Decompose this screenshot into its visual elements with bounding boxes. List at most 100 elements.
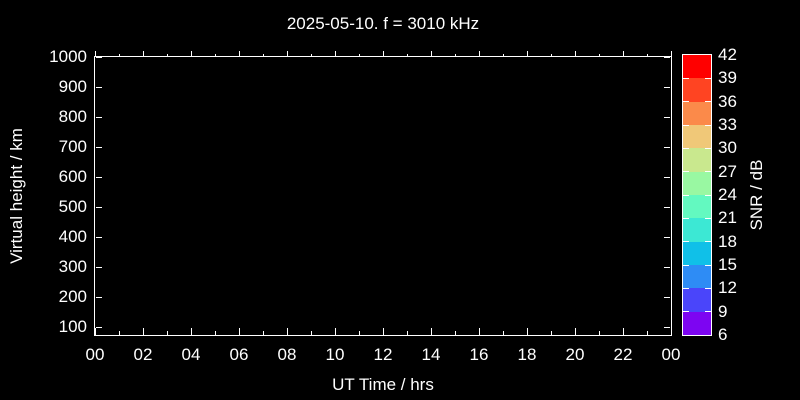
colorbar-frame bbox=[682, 54, 712, 336]
x-minor-tick-top bbox=[358, 54, 360, 57]
x-minor-tick-bottom bbox=[454, 331, 456, 335]
x-major-tick-top bbox=[286, 51, 288, 57]
y-major-tick-left bbox=[96, 206, 102, 208]
x-major-tick-bottom bbox=[334, 328, 336, 335]
x-tick-label: 10 bbox=[325, 345, 345, 364]
colorbar-tick-label: 36 bbox=[718, 91, 737, 111]
colorbar-tick-left bbox=[683, 311, 689, 313]
y-tick-label: 600 bbox=[58, 167, 87, 186]
x-tick-label: 02 bbox=[133, 345, 153, 364]
colorbar-tick-left bbox=[683, 101, 689, 103]
x-tick-label: 00 bbox=[661, 345, 681, 364]
x-minor-tick-top bbox=[310, 54, 312, 57]
x-minor-tick-bottom bbox=[166, 331, 168, 335]
y-major-tick-left bbox=[96, 146, 102, 148]
colorbar-tick-label: 30 bbox=[718, 138, 737, 158]
colorbar-tick-label: 21 bbox=[718, 208, 737, 228]
x-tick-label: 14 bbox=[421, 345, 441, 364]
x-tick-label: 08 bbox=[277, 345, 297, 364]
x-minor-tick-bottom bbox=[214, 331, 216, 335]
colorbar-tick-label: 27 bbox=[718, 161, 737, 181]
colorbar-segment bbox=[683, 101, 711, 126]
x-major-tick-top bbox=[382, 51, 384, 57]
x-minor-tick-bottom bbox=[598, 331, 600, 335]
colorbar-tick-right bbox=[705, 194, 711, 196]
x-major-tick-top bbox=[622, 51, 624, 57]
colorbar-tick-label: 15 bbox=[718, 255, 737, 274]
y-major-tick-right bbox=[664, 326, 670, 328]
colorbar-tick-left bbox=[683, 194, 689, 196]
colorbar-segment bbox=[683, 148, 711, 173]
y-tick-label: 300 bbox=[58, 257, 87, 276]
x-major-tick-top bbox=[574, 51, 576, 57]
x-minor-tick-bottom bbox=[358, 331, 360, 335]
x-minor-tick-top bbox=[550, 54, 552, 57]
x-minor-tick-top bbox=[502, 54, 504, 57]
x-major-tick-bottom bbox=[142, 328, 144, 335]
x-major-tick-top bbox=[190, 51, 192, 57]
x-minor-tick-top bbox=[118, 54, 120, 57]
x-major-tick-bottom bbox=[526, 328, 528, 335]
x-major-tick-bottom bbox=[622, 328, 624, 335]
x-minor-tick-top bbox=[454, 54, 456, 57]
y-major-tick-right bbox=[664, 236, 670, 238]
y-tick-label: 400 bbox=[58, 227, 87, 246]
colorbar-tick-label: 39 bbox=[718, 68, 737, 88]
x-minor-tick-top bbox=[646, 54, 648, 57]
x-tick-label: 04 bbox=[181, 345, 201, 364]
x-major-tick-top bbox=[526, 51, 528, 57]
colorbar-segment bbox=[683, 288, 711, 313]
colorbar-tick-left bbox=[683, 287, 689, 289]
x-axis-label: UT Time / hrs bbox=[332, 375, 434, 394]
colorbar-tick-left bbox=[683, 241, 689, 243]
chart-title: 2025-05-10. f = 3010 kHz bbox=[286, 14, 480, 33]
x-minor-tick-bottom bbox=[310, 331, 312, 335]
x-minor-tick-top bbox=[598, 54, 600, 57]
x-minor-tick-bottom bbox=[502, 331, 504, 335]
colorbar-tick-left bbox=[683, 171, 689, 173]
plot-area bbox=[94, 56, 672, 336]
x-minor-tick-bottom bbox=[262, 331, 264, 335]
y-tick-label: 500 bbox=[58, 197, 87, 216]
colorbar-segment bbox=[683, 241, 711, 266]
colorbar-tick-label: 24 bbox=[718, 185, 737, 204]
colorbar-tick-right bbox=[705, 147, 711, 149]
x-tick-label: 00 bbox=[85, 345, 105, 364]
x-minor-tick-top bbox=[406, 54, 408, 57]
y-axis-label: Virtual height / km bbox=[7, 128, 26, 264]
y-tick-label: 800 bbox=[58, 107, 87, 126]
x-major-tick-bottom bbox=[670, 328, 672, 335]
x-major-tick-bottom bbox=[94, 328, 96, 335]
x-minor-tick-bottom bbox=[118, 331, 120, 335]
x-major-tick-bottom bbox=[382, 328, 384, 335]
y-major-tick-right bbox=[664, 146, 670, 148]
x-minor-tick-bottom bbox=[550, 331, 552, 335]
x-tick-label: 16 bbox=[469, 345, 489, 364]
y-major-tick-left bbox=[96, 326, 102, 328]
x-tick-label: 22 bbox=[613, 345, 633, 364]
y-major-tick-right bbox=[664, 176, 670, 178]
x-tick-label: 12 bbox=[373, 345, 393, 364]
y-tick-label: 100 bbox=[58, 317, 87, 336]
colorbar-tick-label: 6 bbox=[718, 325, 728, 344]
x-major-tick-bottom bbox=[478, 328, 480, 335]
colorbar-tick-label: 18 bbox=[718, 231, 737, 251]
y-major-tick-left bbox=[96, 86, 102, 88]
x-major-tick-bottom bbox=[238, 328, 240, 335]
y-tick-label: 200 bbox=[58, 287, 87, 306]
colorbar-segment bbox=[683, 171, 711, 196]
colorbar-segment bbox=[683, 311, 711, 336]
colorbar-tick-left bbox=[683, 124, 689, 126]
colorbar-segment bbox=[683, 265, 711, 289]
y-major-tick-left bbox=[96, 176, 102, 178]
colorbar-segment bbox=[683, 195, 711, 219]
colorbar-tick-right bbox=[705, 77, 711, 79]
y-major-tick-left bbox=[96, 236, 102, 238]
colorbar-tick-left bbox=[683, 217, 689, 219]
x-major-tick-bottom bbox=[574, 328, 576, 335]
colorbar-tick-label: 9 bbox=[718, 301, 728, 321]
y-major-tick-left bbox=[96, 56, 102, 58]
x-major-tick-top bbox=[670, 51, 672, 57]
y-tick-label: 900 bbox=[58, 77, 87, 96]
x-tick-label: 06 bbox=[229, 345, 249, 364]
